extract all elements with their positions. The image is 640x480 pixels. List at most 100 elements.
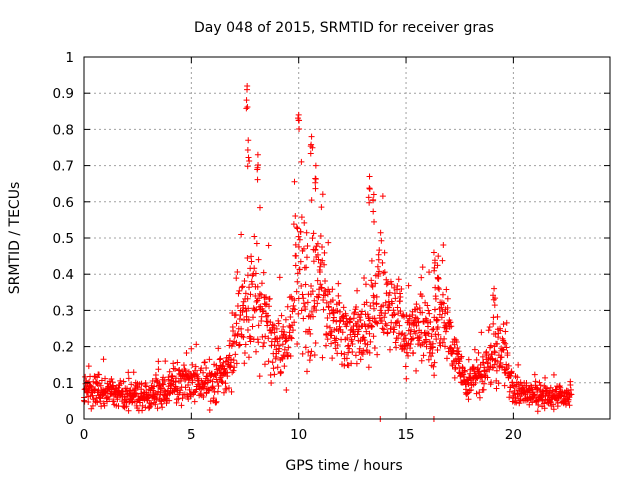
- data-point: [391, 290, 398, 297]
- data-point: [407, 345, 414, 352]
- data-point: [448, 323, 455, 330]
- data-point: [253, 348, 260, 355]
- data-point: [251, 265, 258, 272]
- data-point: [366, 173, 373, 180]
- data-point: [146, 404, 153, 411]
- data-point: [427, 353, 434, 360]
- data-point: [234, 330, 241, 337]
- data-point: [531, 392, 538, 399]
- data-point: [372, 280, 379, 287]
- data-point: [494, 313, 501, 320]
- data-point: [529, 399, 536, 406]
- data-point: [106, 396, 113, 403]
- data-point: [109, 383, 116, 390]
- data-point: [394, 283, 401, 290]
- data-point: [193, 372, 200, 379]
- data-point: [291, 297, 298, 304]
- data-point: [468, 387, 475, 394]
- data-point: [206, 406, 213, 413]
- data-point: [452, 364, 459, 371]
- data-point: [206, 387, 213, 394]
- data-point: [319, 243, 326, 250]
- data-point: [256, 290, 263, 297]
- data-point: [503, 361, 510, 368]
- data-point: [264, 322, 271, 329]
- data-point: [434, 262, 441, 269]
- data-point: [280, 332, 287, 339]
- data-point: [296, 266, 303, 273]
- data-point: [265, 242, 272, 249]
- data-point: [292, 262, 299, 269]
- data-point: [360, 334, 367, 341]
- data-point: [119, 388, 126, 395]
- data-point: [419, 309, 426, 316]
- data-point: [434, 346, 441, 353]
- data-point: [546, 388, 553, 395]
- data-point: [336, 308, 343, 315]
- data-point: [550, 371, 557, 378]
- data-point: [314, 277, 321, 284]
- data-point: [238, 284, 245, 291]
- data-point: [261, 339, 268, 346]
- data-point: [438, 314, 445, 321]
- data-point: [236, 287, 243, 294]
- data-point: [370, 333, 377, 340]
- data-point: [531, 371, 538, 378]
- data-point: [504, 350, 511, 357]
- data-point: [128, 381, 135, 388]
- data-point: [513, 399, 520, 406]
- data-point: [283, 387, 290, 394]
- data-point: [395, 335, 402, 342]
- data-point: [215, 382, 222, 389]
- data-point: [382, 299, 389, 306]
- data-point: [365, 364, 372, 371]
- data-point: [300, 315, 307, 322]
- data-point: [242, 290, 249, 297]
- data-point: [311, 297, 318, 304]
- data-point: [486, 324, 493, 331]
- data-point: [192, 367, 199, 374]
- data-point: [430, 249, 437, 256]
- data-point: [165, 376, 172, 383]
- data-point: [429, 326, 436, 333]
- data-point: [550, 406, 557, 413]
- data-point: [287, 313, 294, 320]
- data-point: [410, 335, 417, 342]
- data-point: [249, 281, 256, 288]
- data-point: [405, 282, 412, 289]
- data-point: [155, 358, 162, 365]
- data-point: [375, 256, 382, 263]
- data-point: [326, 310, 333, 317]
- data-point: [352, 352, 359, 359]
- data-point: [233, 320, 240, 327]
- data-point: [281, 363, 288, 370]
- data-point: [294, 278, 301, 285]
- data-point: [392, 295, 399, 302]
- data-point: [100, 356, 107, 363]
- data-point: [374, 351, 381, 358]
- data-point: [369, 283, 376, 290]
- x-tick-label: 5: [187, 427, 196, 443]
- data-point: [408, 336, 415, 343]
- data-point: [319, 257, 326, 264]
- data-point: [296, 236, 303, 243]
- data-point: [353, 360, 360, 367]
- data-point: [108, 390, 115, 397]
- data-point: [439, 291, 446, 298]
- data-point: [151, 383, 158, 390]
- data-point: [443, 355, 450, 362]
- data-point: [307, 330, 314, 337]
- data-point: [120, 378, 127, 385]
- data-point: [401, 332, 408, 339]
- data-point: [280, 323, 287, 330]
- data-point: [440, 242, 447, 249]
- x-tick-label: 20: [505, 427, 522, 443]
- data-point: [234, 268, 241, 275]
- data-point: [158, 400, 165, 407]
- data-point: [254, 283, 261, 290]
- data-point: [302, 344, 309, 351]
- data-point: [485, 327, 492, 334]
- data-point: [250, 314, 257, 321]
- data-point: [532, 378, 539, 385]
- data-point: [85, 363, 92, 370]
